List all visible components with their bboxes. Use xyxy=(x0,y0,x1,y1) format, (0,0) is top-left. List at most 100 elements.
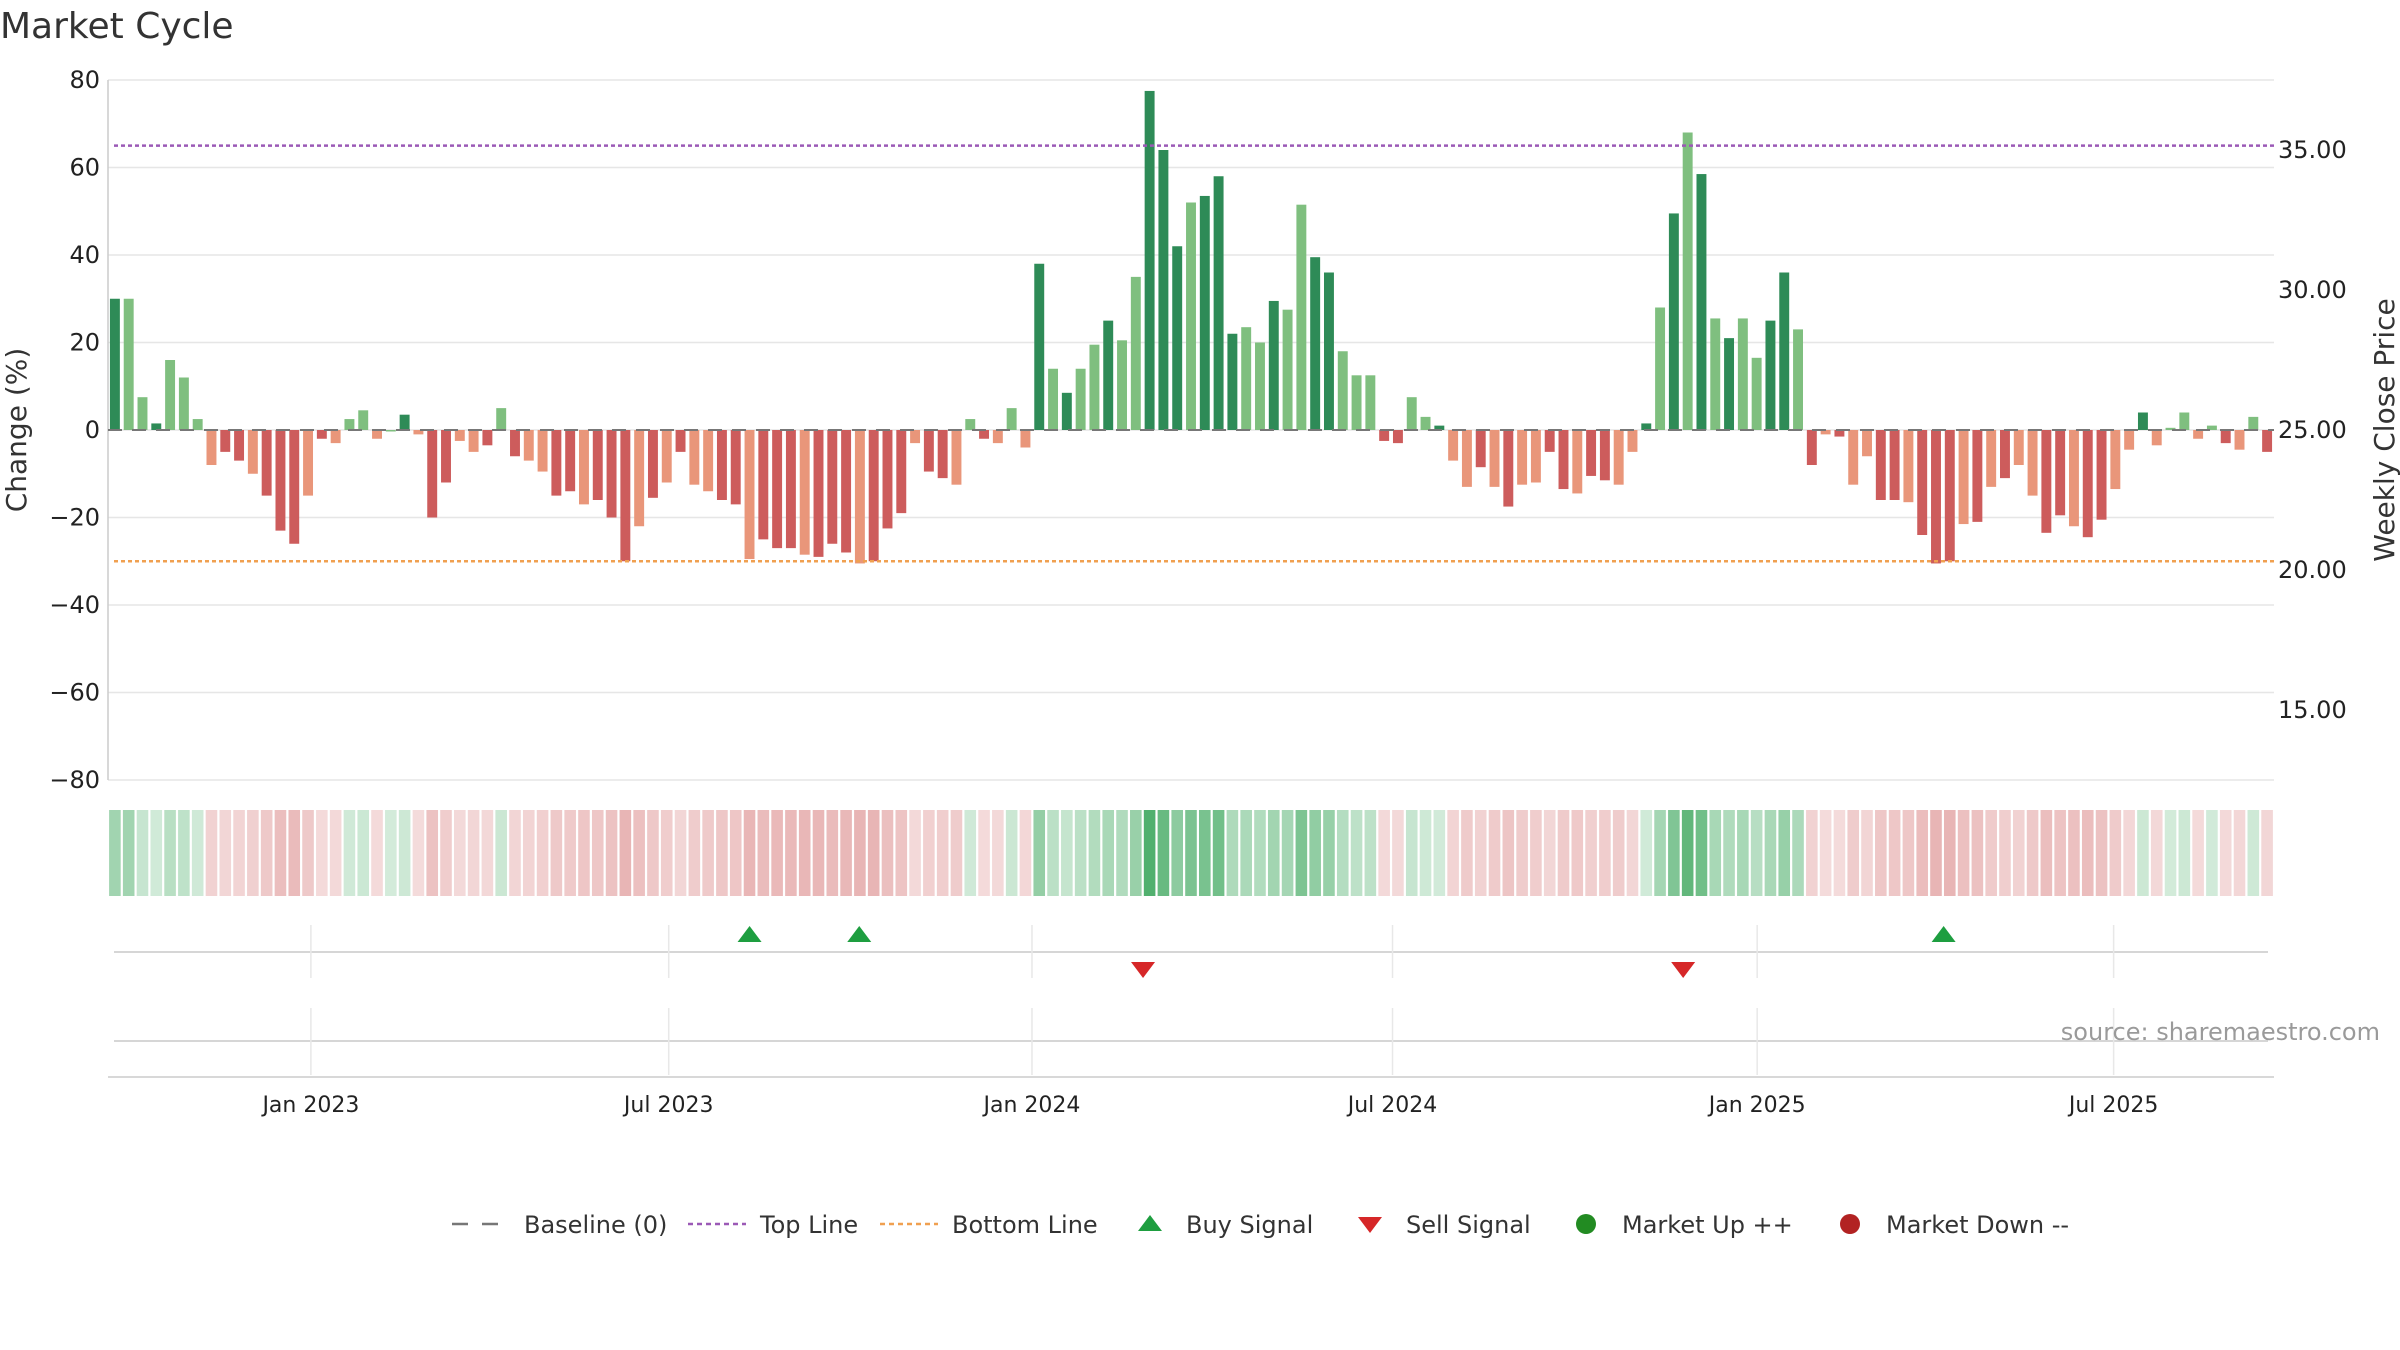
heat-cell xyxy=(385,810,397,896)
bar xyxy=(1751,357,1762,430)
heat-cell xyxy=(2206,810,2218,896)
legend-sell-swatch xyxy=(1358,1217,1382,1233)
bar xyxy=(675,430,686,452)
bar xyxy=(2193,430,2204,439)
heat-cell xyxy=(1709,810,1722,896)
heat-cell xyxy=(522,810,535,896)
x-axis-ticks: Jan 2023 Jul 2023 Jan 2024 Jul 2024 Jan 2025… xyxy=(108,925,2274,1118)
heat-cell xyxy=(1557,810,1570,896)
bar xyxy=(330,430,341,444)
sell-signal-marker xyxy=(1131,962,1156,978)
bar xyxy=(1779,272,1790,430)
heat-cell xyxy=(1088,810,1101,896)
bar xyxy=(579,430,589,505)
heat-cell xyxy=(454,810,466,896)
heat-cell xyxy=(1281,810,1294,896)
legend-circle-swatch xyxy=(1576,1214,1596,1234)
bar xyxy=(2000,430,2010,479)
heat-cell xyxy=(398,810,411,896)
bar xyxy=(385,430,396,432)
bar xyxy=(2110,430,2121,490)
bar xyxy=(1889,430,1900,500)
heat-cell xyxy=(2150,810,2163,896)
bar xyxy=(2096,430,2107,520)
bar xyxy=(965,419,976,430)
bar xyxy=(620,430,631,562)
heat-cell xyxy=(467,810,480,896)
source-annotation: source: sharemaestro.com xyxy=(2061,1018,2380,1046)
bar xyxy=(1668,213,1679,430)
bar xyxy=(1048,368,1059,430)
heat-cell xyxy=(1323,810,1335,896)
bar xyxy=(1448,430,1459,461)
legend-buy-swatch xyxy=(1138,1215,1162,1231)
heat-cell xyxy=(1695,810,1708,896)
heat-cell xyxy=(2081,810,2094,896)
bar xyxy=(303,430,314,496)
heat-cell xyxy=(2012,810,2025,896)
bar xyxy=(344,419,355,430)
bar xyxy=(1903,430,1914,503)
bar xyxy=(1406,397,1417,430)
bar xyxy=(1503,430,1514,507)
bar xyxy=(1186,202,1196,430)
heat-cell xyxy=(2109,810,2122,896)
heat-cell xyxy=(909,810,921,896)
bar xyxy=(744,430,755,560)
bar xyxy=(1958,430,1969,525)
bar xyxy=(1117,340,1127,430)
heat-cell xyxy=(219,810,232,896)
heat-cell xyxy=(122,810,135,896)
y2-axis-title: Weekly Close Price xyxy=(2368,298,2400,561)
bar xyxy=(606,430,617,518)
bar xyxy=(1765,320,1776,430)
heat-cell xyxy=(509,810,521,896)
heat-cell xyxy=(1916,810,1928,896)
heat-cell xyxy=(1502,810,1515,896)
bar xyxy=(1158,150,1169,430)
heat-cell xyxy=(1530,810,1542,896)
heat-cell xyxy=(1240,810,1252,896)
bar xyxy=(1558,430,1569,490)
bar xyxy=(427,430,438,518)
bar xyxy=(1572,430,1583,494)
heat-cell xyxy=(371,810,383,896)
heat-cell xyxy=(178,810,190,896)
heat-cell xyxy=(992,810,1004,896)
bar xyxy=(2220,430,2231,444)
heat-cell xyxy=(2164,810,2177,896)
bar xyxy=(1586,430,1597,476)
bar xyxy=(372,430,382,439)
bar xyxy=(1296,204,1307,430)
heat-cell xyxy=(191,810,204,896)
bar xyxy=(468,430,479,452)
heat-cell xyxy=(1723,810,1735,896)
y2-tick-label: 20.00 xyxy=(2278,556,2347,584)
bar xyxy=(1517,430,1528,485)
heat-cell xyxy=(2095,810,2108,896)
heat-cell xyxy=(550,810,563,896)
heat-cell xyxy=(1309,810,1321,896)
legend-label: Top Line xyxy=(759,1211,858,1239)
bar xyxy=(1641,423,1652,430)
y-axis-title: Change (%) xyxy=(0,348,33,513)
bar xyxy=(1337,351,1348,430)
heat-cell xyxy=(1005,810,1018,896)
bar xyxy=(482,430,493,446)
y2-tick-label: 15.00 xyxy=(2278,696,2347,724)
legend: Baseline (0) Top Line Bottom Line Buy Signa… xyxy=(452,1211,2069,1239)
bar xyxy=(1834,430,1845,437)
heat-cell xyxy=(1971,810,1984,896)
heat-cell xyxy=(302,810,314,896)
heat-cell xyxy=(329,810,342,896)
heat-cell xyxy=(2233,810,2246,896)
x-tick-label: Jan 2024 xyxy=(982,1093,1081,1118)
legend-label: Buy Signal xyxy=(1186,1211,1313,1239)
bar xyxy=(910,430,921,444)
bar xyxy=(785,430,796,549)
bar xyxy=(2262,430,2273,452)
buy-signal-marker xyxy=(1931,926,1956,942)
bar xyxy=(1682,132,1693,430)
heat-cell xyxy=(1833,810,1846,896)
heat-cell xyxy=(1737,810,1749,896)
